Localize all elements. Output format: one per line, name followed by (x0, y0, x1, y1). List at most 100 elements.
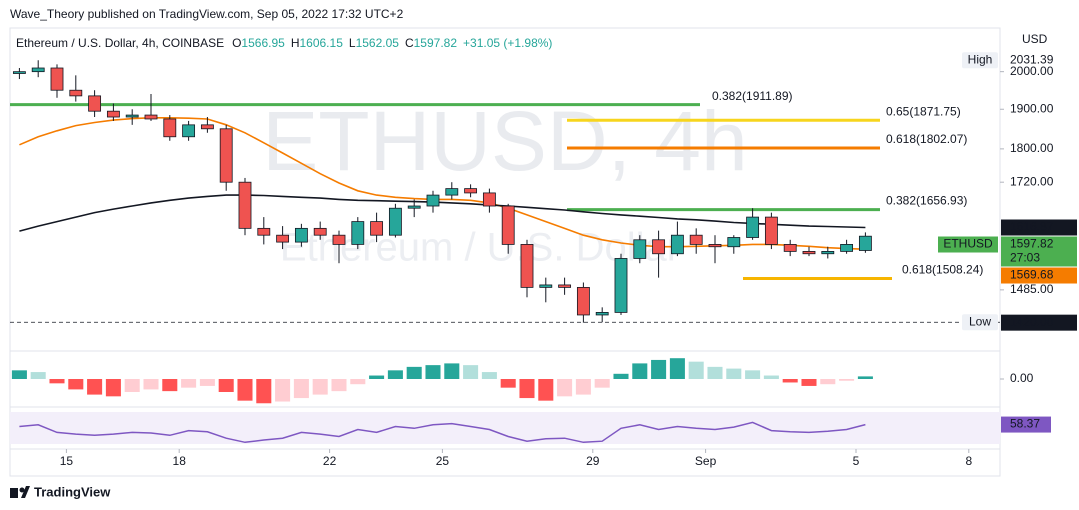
macd-bar (632, 363, 648, 379)
legend-value: 1606.15 (299, 36, 343, 50)
legend-value: 1562.05 (356, 36, 400, 50)
legend-symbol: Ethereum / U.S. Dollar, 4h, COINBASE (16, 36, 224, 50)
candle-body (595, 312, 609, 316)
macd-bar (293, 379, 309, 399)
macd-bar (312, 379, 328, 395)
countdown: 27:03 (1010, 251, 1040, 265)
candle-body (88, 95, 102, 112)
macd-bar (726, 368, 742, 379)
macd-bar (519, 379, 535, 399)
candle-body (69, 89, 83, 97)
candle-body (200, 124, 214, 130)
candle-body (802, 251, 816, 255)
candle-body (332, 234, 346, 245)
rsi-box (1001, 416, 1051, 433)
macd-bar (105, 379, 121, 397)
macd-bar (557, 379, 573, 397)
price-box-value: 1616.87 (1010, 220, 1054, 234)
macd-bar (594, 379, 610, 388)
marker-tag (962, 52, 998, 69)
candle-body (614, 258, 628, 313)
candle-body (351, 221, 365, 245)
y-tick-label: 1720.00 (1010, 174, 1054, 188)
symbol-name: ETHUSD (943, 237, 993, 251)
brand: TradingView (34, 484, 111, 499)
candle-body (708, 244, 722, 248)
macd-bar (162, 379, 178, 392)
x-tick-label: 25 (436, 454, 450, 468)
moving-average (19, 194, 866, 232)
y-tick-label: 1800.00 (1010, 141, 1054, 155)
candle-body (783, 244, 797, 252)
macd-bar (463, 365, 479, 379)
x-tick-label: 29 (586, 454, 600, 468)
candle-body (464, 188, 478, 194)
candle-body (821, 251, 835, 255)
watermark-ticker: ETHUSD, 4h (262, 94, 747, 188)
x-tick-label: 8 (965, 454, 972, 468)
macd-bar (444, 363, 460, 379)
macd-bar (538, 379, 554, 401)
candle-body (764, 216, 778, 245)
macd-bar (745, 370, 761, 379)
price-box-value: 1569.68 (1010, 268, 1054, 282)
candle-body (144, 114, 158, 120)
candle-body (294, 227, 308, 243)
legend-value: 1566.95 (241, 36, 285, 50)
macd-bar (481, 372, 497, 379)
macd-bar (68, 379, 84, 390)
x-tick-label: Sep (695, 454, 717, 468)
candle-body (276, 234, 290, 243)
marker-tag (962, 314, 998, 331)
macd-bar (669, 358, 685, 379)
candle-body (163, 118, 177, 138)
x-tick-label: 22 (323, 454, 337, 468)
candle-body (840, 244, 854, 252)
candle-body (539, 284, 553, 288)
candle-body (31, 67, 45, 73)
marker-value: 2031.39 (1010, 52, 1054, 66)
price-box (1001, 236, 1077, 267)
price-box-value: 1597.82 (1010, 237, 1054, 251)
marker-name: Low (969, 314, 991, 328)
macd-bar (688, 361, 704, 379)
fib-label: 0.618(1508.24) (902, 263, 983, 277)
candle-body (219, 128, 233, 183)
candle-body (727, 237, 741, 248)
macd-bar (857, 376, 873, 379)
macd-bar (707, 366, 723, 379)
x-tick-label: 5 (853, 454, 860, 468)
candle-body (182, 124, 196, 138)
macd-bar (331, 379, 347, 392)
legend-key: H (291, 36, 300, 50)
macd-bar (256, 379, 272, 404)
candle-body (257, 227, 271, 236)
candle-body (388, 207, 402, 236)
macd-bar (613, 373, 629, 379)
macd-bar (237, 379, 253, 401)
fib-label: 0.382(1656.93) (886, 194, 967, 208)
macd-bar (387, 370, 403, 379)
macd-tick-label: 0.00 (1010, 371, 1034, 385)
price-box (1001, 219, 1077, 236)
fib-label: 0.618(1802.07) (886, 132, 967, 146)
legend-key: L (349, 36, 356, 50)
currency: USD (1022, 32, 1048, 46)
y-tick-label: 2000.00 (1010, 64, 1054, 78)
macd-bar (49, 379, 65, 384)
y-tick-label: 1900.00 (1010, 101, 1054, 115)
candle-body (576, 286, 590, 316)
x-tick-label: 18 (173, 454, 187, 468)
macd-bar (839, 379, 855, 381)
moving-average (19, 117, 866, 250)
x-tick-label: 15 (60, 454, 74, 468)
macd-bar (651, 359, 667, 379)
macd-bar (181, 379, 197, 388)
legend-change: +31.05 (+1.98%) (463, 36, 552, 50)
price-box (1001, 267, 1077, 284)
candle-body (238, 181, 252, 229)
macd-bar (406, 366, 422, 379)
candle-body (12, 71, 26, 74)
publisher: Wave_Theory published on TradingView.com… (10, 7, 404, 21)
